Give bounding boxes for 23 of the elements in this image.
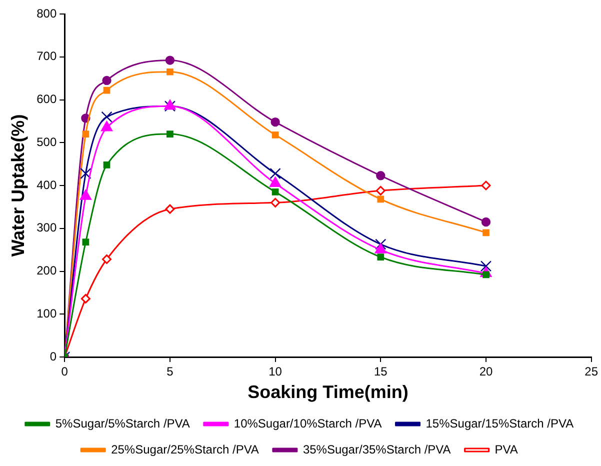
legend-label: 25%Sugar/25%Starch /PVA (111, 442, 259, 456)
y-tick-label: 800 (36, 6, 57, 20)
legend-label: 15%Sugar/15%Starch /PVA (426, 416, 574, 430)
x-tick-label: 5 (166, 364, 174, 379)
y-tick-label: 200 (36, 264, 57, 278)
x-tick-label: 15 (374, 364, 388, 379)
legend-label: PVA (494, 442, 518, 456)
legend-label: 5%Sugar/5%Starch /PVA (55, 416, 190, 430)
x-axis-title: Soaking Time(min) (248, 382, 408, 402)
y-tick-label: 400 (36, 178, 57, 192)
y-tick-label: 0 (50, 349, 57, 364)
x-tick-label: 20 (479, 364, 493, 379)
y-tick-label: 100 (36, 306, 57, 320)
y-tick-label: 600 (36, 92, 57, 106)
y-tick-label: 500 (36, 134, 57, 149)
y-tick-label: 700 (36, 49, 57, 64)
legend-label: 10%Sugar/10%Starch /PVA (234, 416, 382, 430)
x-tick-label: 25 (584, 364, 598, 379)
x-tick-label: 0 (61, 364, 68, 379)
y-axis-title: Water Uptake(%) (8, 114, 28, 257)
legend-label: 35%Sugar/35%Starch /PVA (302, 442, 451, 456)
y-tick-label: 300 (36, 220, 57, 235)
x-tick-label: 10 (268, 364, 282, 379)
